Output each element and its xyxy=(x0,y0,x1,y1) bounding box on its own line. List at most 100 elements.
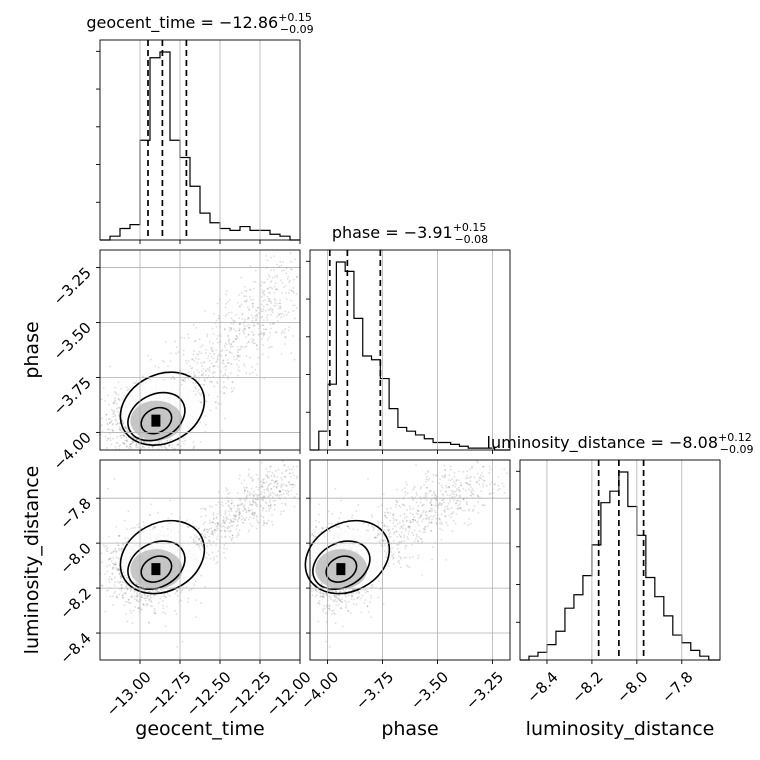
sample-point xyxy=(202,373,205,376)
sample-point xyxy=(223,551,225,554)
sample-point xyxy=(209,340,211,343)
sample-point xyxy=(262,333,265,335)
sample-point xyxy=(406,536,409,538)
sample-point xyxy=(110,421,112,423)
sample-point xyxy=(419,501,422,504)
sample-point xyxy=(119,428,121,431)
sample-point xyxy=(488,465,491,468)
sample-point xyxy=(253,342,256,345)
sample-point xyxy=(200,345,203,348)
sample-point xyxy=(194,599,197,602)
sample-point xyxy=(322,610,325,613)
sample-point xyxy=(260,493,263,496)
sample-point xyxy=(342,588,344,591)
sample-point xyxy=(124,537,127,540)
sample-point xyxy=(276,263,279,266)
sample-point xyxy=(117,398,120,401)
sample-point xyxy=(212,342,214,345)
sample-point xyxy=(261,509,264,512)
sample-point xyxy=(419,487,422,490)
sample-point xyxy=(452,520,455,522)
sample-point xyxy=(177,351,180,353)
sample-point xyxy=(287,481,290,484)
sample-point xyxy=(279,305,282,308)
sample-point xyxy=(155,442,158,445)
sample-point xyxy=(248,324,251,326)
sample-point xyxy=(110,443,113,446)
sample-point xyxy=(497,476,500,478)
sample-point xyxy=(281,485,284,487)
sample-point xyxy=(105,413,108,416)
sample-point xyxy=(256,362,259,365)
sample-point xyxy=(200,374,203,377)
sample-point xyxy=(266,314,269,317)
sample-point xyxy=(235,314,238,316)
sample-point xyxy=(288,468,291,471)
sample-point xyxy=(198,388,200,391)
sample-point xyxy=(279,489,282,492)
sample-point xyxy=(211,327,214,330)
sample-point xyxy=(344,599,347,602)
sample-point xyxy=(243,489,246,492)
sample-point xyxy=(112,430,115,433)
sample-point xyxy=(192,353,195,356)
sample-point xyxy=(286,490,289,493)
sample-point xyxy=(130,447,133,450)
sample-point xyxy=(251,513,254,516)
sample-point xyxy=(258,312,261,315)
sample-point xyxy=(267,519,270,522)
sample-point xyxy=(251,480,254,482)
sample-point xyxy=(195,526,197,528)
sample-point xyxy=(154,589,157,591)
sample-point xyxy=(405,483,408,486)
sample-point xyxy=(120,434,123,437)
sample-point xyxy=(497,484,500,487)
sample-point xyxy=(260,331,263,334)
sample-point xyxy=(255,486,258,488)
sample-point xyxy=(295,293,298,295)
sample-point xyxy=(250,504,253,506)
sample-point xyxy=(279,490,281,493)
sample-point xyxy=(187,337,190,339)
sample-point xyxy=(245,355,248,357)
sample-point xyxy=(238,348,241,351)
sample-point xyxy=(230,508,232,511)
sample-point xyxy=(211,530,214,533)
sample-point xyxy=(445,521,448,524)
sample-point xyxy=(192,323,195,326)
sample-point xyxy=(198,538,201,540)
sample-point xyxy=(162,378,165,381)
sample-point xyxy=(221,349,224,351)
sample-point xyxy=(459,495,461,498)
sample-point xyxy=(451,491,454,494)
sample-point xyxy=(207,554,210,556)
sample-point xyxy=(199,441,202,443)
sample-point xyxy=(251,319,254,322)
sample-point xyxy=(485,484,488,487)
sample-point xyxy=(395,488,398,491)
sample-point xyxy=(196,543,199,546)
sample-point xyxy=(213,556,215,559)
sample-point xyxy=(208,352,211,355)
sample-point xyxy=(265,502,268,505)
sample-point xyxy=(231,381,234,384)
sample-point xyxy=(227,361,230,364)
sample-point xyxy=(216,341,219,344)
sample-point xyxy=(268,274,270,277)
sample-point xyxy=(135,438,138,441)
sample-point xyxy=(135,446,138,448)
sample-point xyxy=(180,336,182,339)
sample-point xyxy=(260,333,262,335)
sample-point xyxy=(243,318,246,321)
sample-point xyxy=(212,521,215,524)
sample-point xyxy=(175,613,178,615)
sample-point xyxy=(280,493,283,496)
sample-point xyxy=(193,446,195,449)
sample-point xyxy=(215,516,218,518)
sample-point xyxy=(453,493,455,496)
sample-point xyxy=(267,287,270,290)
sample-point xyxy=(295,275,298,278)
sample-point xyxy=(453,481,456,483)
sample-point xyxy=(407,532,410,535)
sample-point xyxy=(215,361,217,364)
